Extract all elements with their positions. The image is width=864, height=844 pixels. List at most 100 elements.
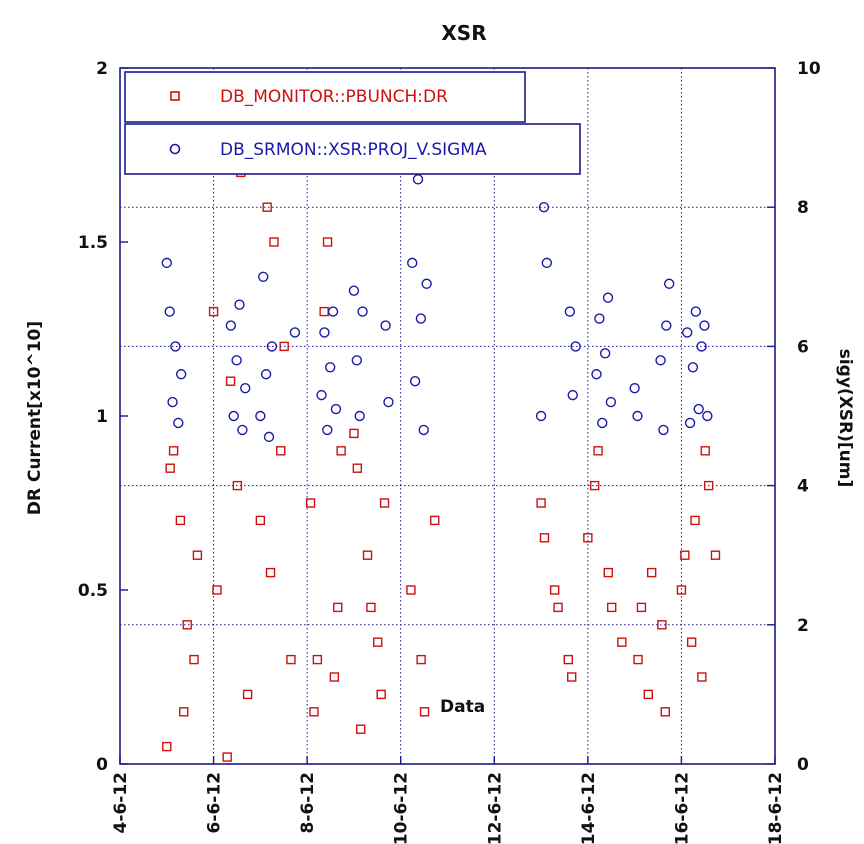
- dr-current-point: [312, 654, 323, 665]
- y-right-tick-label: 4: [797, 477, 809, 497]
- dr-current-point: [279, 341, 289, 352]
- x-tick-label: 12-6-12: [485, 772, 505, 844]
- y-right-ticks: 0 2 4 6 8 10: [767, 59, 821, 775]
- dr-current-point: [606, 602, 617, 613]
- xsr-sigma-point: [351, 355, 363, 366]
- dr-current-point: [553, 602, 563, 613]
- dr-current-point: [352, 463, 363, 473]
- xsr-sigma-point: [538, 201, 550, 213]
- xsr-sigma-point: [175, 369, 187, 380]
- xsr-sigma-point: [663, 278, 675, 289]
- series-dr-current: [162, 98, 721, 762]
- dr-current-point: [710, 550, 721, 560]
- xsr-sigma-point: [231, 355, 242, 366]
- dr-current-point: [430, 515, 440, 526]
- xsr-sigma-point: [266, 341, 278, 352]
- xsr-sigma-point: [696, 341, 707, 352]
- dr-current-point: [660, 707, 670, 717]
- dr-current-point: [336, 446, 346, 456]
- xsr-sigma-point: [415, 313, 427, 324]
- dr-current-point: [222, 752, 232, 762]
- dr-current-point: [276, 446, 286, 456]
- dr-current-point: [286, 654, 296, 665]
- dr-current-point: [416, 654, 426, 665]
- xsr-sigma-point: [409, 376, 421, 387]
- xsr-sigma-point: [173, 417, 184, 429]
- xsr-sigma-point: [258, 271, 269, 282]
- dr-current-point: [305, 498, 316, 508]
- dr-current-point: [633, 654, 643, 665]
- xsr-sigma-point: [324, 362, 336, 373]
- data-annotation: Data: [440, 697, 485, 717]
- xsr-sigma-point: [330, 403, 342, 415]
- legend-label-2: DB_SRMON::XSR:PROJ_V.SIGMA: [220, 140, 487, 160]
- grid: [120, 68, 775, 764]
- dr-current-point: [162, 741, 172, 752]
- xsr-sigma-point: [164, 306, 175, 317]
- dr-current-point: [329, 672, 340, 682]
- dr-current-point: [690, 515, 700, 526]
- dr-current-point: [563, 654, 573, 665]
- chart-title: XSR: [441, 21, 486, 45]
- x-tick-label: 8-6-12: [298, 772, 318, 833]
- xsr-sigma-point: [327, 306, 339, 317]
- dr-current-point: [657, 620, 667, 630]
- dr-current-point: [225, 376, 236, 386]
- dr-current-point: [539, 533, 550, 543]
- dr-current-point: [366, 602, 376, 613]
- xsr-sigma-point: [658, 424, 669, 436]
- dr-current-point: [319, 306, 329, 317]
- y-right-tick-label: 0: [797, 755, 809, 775]
- xsr-sigma-point: [263, 431, 275, 443]
- dr-current-point: [168, 446, 179, 456]
- dr-current-point: [376, 689, 386, 700]
- x-ticks: 4-6-12 6-6-12 8-6-12 10-6-12 12-6-12 14-6-12 1…: [111, 756, 786, 844]
- xsr-sigma-point: [234, 299, 245, 310]
- dr-current-point: [182, 620, 192, 630]
- dr-current-point: [549, 585, 560, 595]
- xsr-sigma-point: [591, 369, 602, 380]
- dr-current-point: [255, 515, 266, 526]
- dr-current-point: [703, 480, 714, 491]
- xsr-sigma-point: [605, 396, 617, 408]
- dr-current-point: [419, 707, 430, 717]
- dr-current-point: [680, 550, 690, 560]
- x-tick-label: 10-6-12: [392, 772, 412, 844]
- xsr-sigma-point: [535, 410, 547, 422]
- legend-label-1: DB_MONITOR::PBUNCH:DR: [220, 87, 448, 107]
- dr-current-point: [362, 550, 373, 560]
- xsr-sigma-point: [421, 278, 432, 289]
- xsr-sigma-point: [237, 424, 248, 436]
- x-tick-label: 18-6-12: [766, 772, 786, 844]
- dr-current-point: [536, 498, 546, 508]
- x-tick-label: 14-6-12: [579, 772, 599, 844]
- dr-current-point: [583, 533, 593, 543]
- xsr-sigma-point: [629, 382, 640, 394]
- dr-current-point: [175, 515, 186, 526]
- xsr-sigma-point: [597, 417, 608, 429]
- xsr-sigma-point: [693, 403, 704, 415]
- dr-current-point: [189, 654, 199, 665]
- xsr-sigma-point: [541, 257, 553, 269]
- dr-current-point: [192, 550, 203, 560]
- dr-current-point: [179, 707, 189, 717]
- xsr-sigma-point: [319, 327, 330, 338]
- y-left-axis-label: DR Current[x10^10]: [25, 321, 45, 515]
- y-left-tick-label: 0: [96, 755, 108, 775]
- xsr-sigma-point: [570, 341, 581, 352]
- dr-current-point: [242, 689, 253, 700]
- dr-current-point: [333, 602, 343, 613]
- y-right-tick-label: 2: [797, 616, 809, 636]
- dr-current-point: [262, 202, 272, 212]
- legend: DB_MONITOR::PBUNCH:DR DB_SRMON::XSR:PROJ…: [124, 71, 581, 175]
- xsr-sigma-point: [687, 362, 699, 373]
- dr-current-point: [406, 585, 416, 595]
- xsr-sigma-point: [255, 410, 266, 422]
- xsr-sigma-point: [567, 389, 578, 401]
- dr-current-point: [603, 567, 613, 578]
- dr-current-point: [208, 306, 219, 317]
- y-left-tick-label: 1.5: [78, 233, 108, 253]
- xsr-sigma-point: [348, 285, 360, 296]
- xsr-sigma-point: [322, 424, 333, 436]
